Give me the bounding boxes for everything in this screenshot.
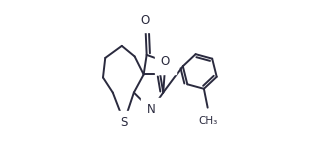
Text: O: O [161, 55, 170, 68]
Text: CH₃: CH₃ [198, 116, 217, 126]
Text: N: N [147, 103, 156, 116]
Text: S: S [120, 116, 128, 129]
Text: O: O [141, 14, 150, 27]
